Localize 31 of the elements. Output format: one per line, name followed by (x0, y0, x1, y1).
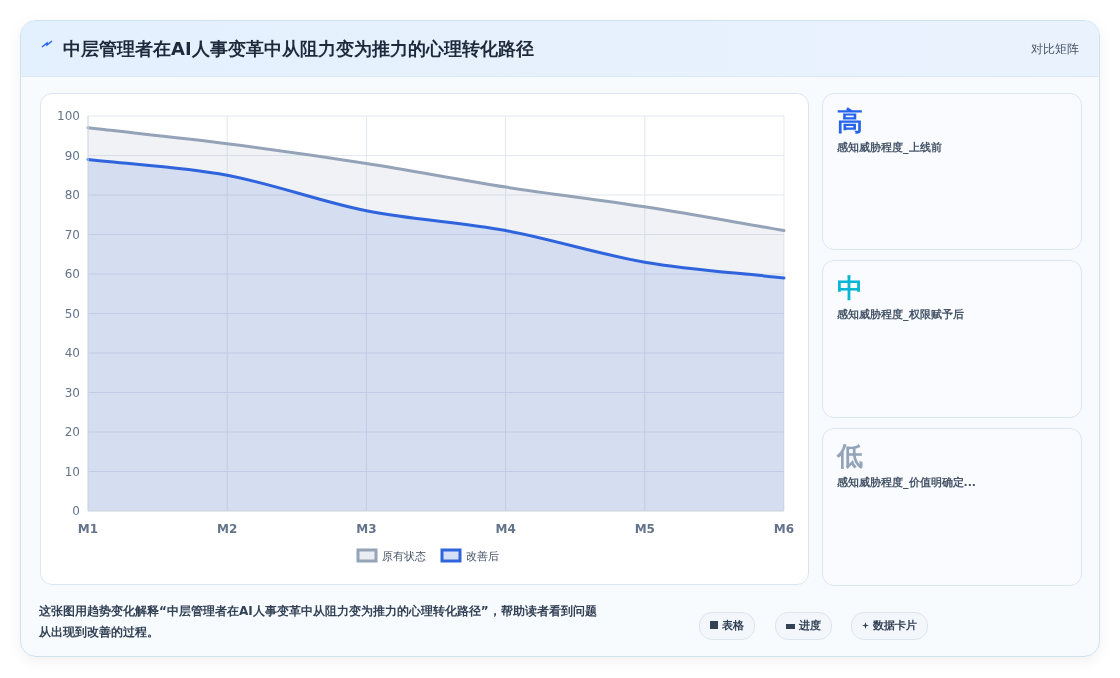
x-tick-label: M3 (356, 522, 377, 536)
x-tick-label: M1 (77, 522, 99, 536)
y-tick-label: 30 (64, 385, 80, 400)
y-tick-label: 90 (64, 148, 80, 163)
chart-title: 中层管理者在AI人事变革中从阻力变为推力的心理转化路径 (63, 37, 534, 61)
text: 对比矩阵 (1031, 41, 1079, 58)
legend-label: 原有状态 (382, 550, 426, 563)
y-tick-label: 100 (57, 109, 80, 123)
x-tick-label: M6 (773, 522, 795, 536)
text: 数据卡片 (851, 612, 928, 640)
legend-label: 改善后 (466, 550, 499, 563)
y-tick-label: 50 (64, 306, 80, 321)
x-tick-label: M4 (495, 522, 516, 536)
y-tick-label: 0 (72, 504, 80, 518)
text: 中 (837, 272, 863, 305)
text: 感知威胁程度_价值明确定... (837, 475, 977, 490)
y-tick-label: 20 (64, 425, 80, 439)
x-tick-label: M2 (217, 522, 238, 536)
text: 低 (837, 440, 863, 473)
text: 高 (837, 105, 863, 138)
text: 表格 (699, 612, 755, 640)
y-tick-label: 60 (64, 267, 80, 281)
y-tick-label: 70 (64, 227, 80, 242)
text: 感知威胁程度_权限赋予后 (837, 307, 964, 322)
y-tick-label: 80 (64, 188, 80, 202)
x-tick-label: M5 (634, 522, 655, 536)
text: 这张图用趋势变化解释“中层管理者在AI人事变革中从阻力变为推力的心理转化路径”，帮助读者看到问题从出现到改善的过程。 (39, 603, 598, 641)
text: 进度 (775, 612, 832, 640)
text: 感知威胁程度_上线前 (837, 140, 942, 155)
y-tick-label: 10 (64, 464, 80, 479)
y-tick-label: 40 (64, 346, 80, 360)
